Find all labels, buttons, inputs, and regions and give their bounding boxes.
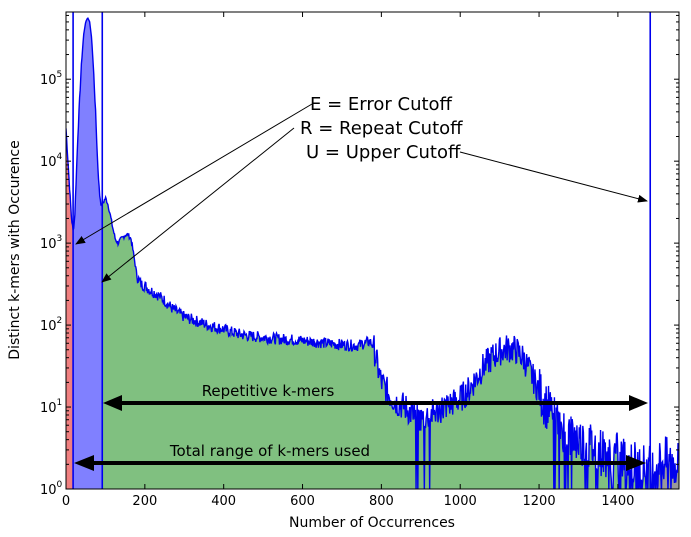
y-axis-title: Distinct k-mers with Occurence: [7, 140, 23, 359]
arrow-error-cutoff: [75, 103, 313, 245]
histogram-line: [66, 17, 679, 489]
arrow-upper-cutoff: [459, 151, 648, 203]
x-tick-label: 400: [211, 494, 236, 509]
x-tick-label: 600: [290, 494, 315, 509]
annotation-error-cutoff: E = Error Cutoff: [310, 94, 453, 115]
used-region: [102, 197, 651, 489]
annotation-upper-cutoff: U = Upper Cutoff: [306, 142, 461, 163]
total-range-arrow: [74, 455, 646, 471]
y-tick-label: 103: [40, 234, 62, 252]
x-tick-label: 1000: [444, 494, 477, 509]
x-tick-label: 200: [132, 494, 157, 509]
y-tick-label: 105: [40, 70, 62, 88]
y-tick-label: 104: [40, 152, 63, 170]
annotation-repeat-cutoff: R = Repeat Cutoff: [300, 118, 463, 139]
y-tick-label: 101: [40, 398, 62, 416]
cutoff-lines: [72, 12, 652, 489]
x-tick-label: 1400: [601, 494, 634, 509]
plot-area: [66, 18, 679, 489]
x-tick-label: 1200: [523, 494, 556, 509]
arrow-repeat-cutoff: [101, 127, 295, 283]
x-axis-title: Number of Occurrences: [289, 515, 455, 531]
y-tick-label: 100: [40, 480, 63, 498]
x-tick-label: 0: [62, 494, 70, 509]
repetitive-range-label: Repetitive k-mers: [202, 382, 335, 400]
plot-frame: [65, 11, 680, 490]
x-axis-ticks: 0 200 400 600 800 1000 1200 1400: [62, 12, 634, 509]
y-axis-ticks: 100 101 102 103 104 105: [40, 14, 679, 498]
curve-layer: [66, 17, 679, 489]
total-range-label: Total range of k-mers used: [169, 442, 370, 460]
repeat-region: [73, 18, 103, 489]
repetitive-range-arrow: [103, 395, 648, 411]
y-tick-label: 102: [40, 316, 62, 334]
x-tick-label: 800: [369, 494, 394, 509]
